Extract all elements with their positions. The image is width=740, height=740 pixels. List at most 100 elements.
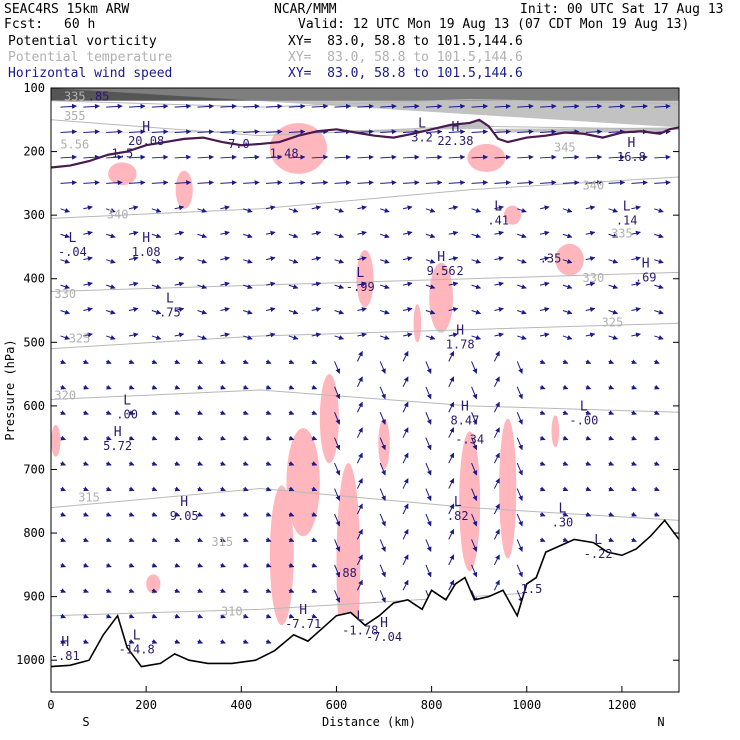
extremum-value: .41 (487, 213, 509, 227)
extremum-letter: H (142, 120, 150, 135)
wind-vector (151, 359, 158, 365)
wind-vector (380, 180, 397, 186)
wind-vector (608, 180, 626, 186)
wind-vector (403, 154, 420, 160)
wind-vector (562, 511, 569, 517)
wind-vector (151, 410, 158, 415)
pv-stratosphere-light (51, 88, 679, 133)
wind-vector (220, 180, 237, 186)
wind-vector (288, 233, 299, 239)
extremum-value: 1.78 (446, 337, 475, 351)
wind-vector (562, 258, 573, 264)
wind-vector (585, 256, 596, 262)
wind-vector (197, 180, 215, 186)
wind-vector (83, 384, 89, 390)
wind-vector (608, 410, 615, 415)
wind-vector (356, 401, 363, 413)
x-axis-label: Distance (km) (322, 715, 416, 729)
wind-vector (562, 486, 569, 492)
wind-vector (540, 103, 557, 109)
valid-time: Valid: 12 UTC Mon 19 Aug 13 (07 CDT Mon … (298, 17, 690, 32)
wind-vector (425, 513, 432, 527)
wind-vector (128, 537, 135, 543)
wind-vectors (60, 103, 671, 644)
wind-vector (243, 335, 253, 340)
wind-vector (60, 335, 70, 340)
wind-vector (380, 335, 390, 340)
wind-vector (334, 488, 341, 502)
extremum-letter: L (623, 199, 631, 214)
wind-vector (243, 562, 249, 568)
extremum-value: .75 (159, 306, 181, 320)
wind-vector (265, 486, 272, 492)
wind-vector (402, 230, 413, 236)
wind-vector (517, 309, 527, 315)
wind-vector (493, 401, 500, 413)
wind-vector (379, 539, 386, 552)
pv-positive-region (269, 485, 294, 626)
wind-vector (631, 332, 641, 338)
wind-vector (608, 154, 626, 160)
wind-vector (83, 639, 89, 644)
wind-vector (379, 462, 386, 476)
wind-vector (494, 230, 504, 236)
wind-vector (243, 359, 249, 365)
wind-vector (356, 376, 363, 388)
wind-vector (608, 384, 615, 390)
wind-vector (402, 332, 413, 338)
wind-vector (654, 309, 664, 315)
wind-vector (83, 230, 93, 236)
wind-vector (494, 180, 511, 186)
theta-contour-label: 315 (78, 490, 100, 504)
wind-vector (402, 205, 413, 211)
wind-vector (106, 103, 123, 109)
wind-vector (334, 539, 341, 552)
wind-vector (539, 511, 546, 517)
wind-vector (608, 208, 619, 213)
x-tick-label: 1000 (512, 698, 541, 712)
theta-isentrope (51, 119, 679, 137)
wind-vector (311, 410, 318, 415)
wind-vector (128, 154, 146, 160)
wind-vector (448, 350, 455, 362)
wind-vector (106, 233, 116, 239)
wind-vector (380, 233, 390, 239)
wind-vector (654, 486, 660, 492)
field-name-pv: Potential vorticity (8, 34, 157, 49)
wind-vector (380, 309, 390, 315)
x-tick-label: 1200 (607, 698, 636, 712)
wind-vector (151, 154, 169, 160)
wind-vector (174, 230, 185, 236)
x-tick-label: 0 (47, 698, 54, 712)
wind-vector (128, 613, 135, 619)
wind-vector (266, 154, 283, 160)
wind-vector (174, 332, 185, 338)
wind-vector (471, 309, 482, 315)
wind-vector (539, 410, 546, 415)
extremum-value: 1.5 (521, 582, 543, 596)
wind-vector (60, 233, 70, 239)
wind-vector (517, 154, 534, 160)
wind-vector (357, 205, 367, 211)
wind-vector (197, 588, 203, 593)
wind-vector (266, 129, 283, 135)
wind-vector (585, 154, 603, 160)
wind-vector (220, 230, 230, 236)
wind-vector (425, 564, 432, 578)
wind-vector (60, 258, 70, 264)
wind-vector (83, 205, 93, 211)
theta-isentrope (51, 488, 679, 521)
wind-vector (608, 335, 619, 340)
wind-vector (106, 562, 112, 568)
wind-vector (220, 103, 237, 109)
extremum-letter: L (356, 266, 364, 281)
wind-vector (83, 511, 89, 517)
wind-vector (334, 258, 345, 264)
wind-vector (334, 284, 345, 290)
wind-vector (243, 180, 260, 186)
wind-vector (448, 427, 455, 438)
wind-vector (631, 205, 641, 211)
extremum-letter: H (461, 400, 469, 415)
x-tick-label: 600 (326, 698, 348, 712)
